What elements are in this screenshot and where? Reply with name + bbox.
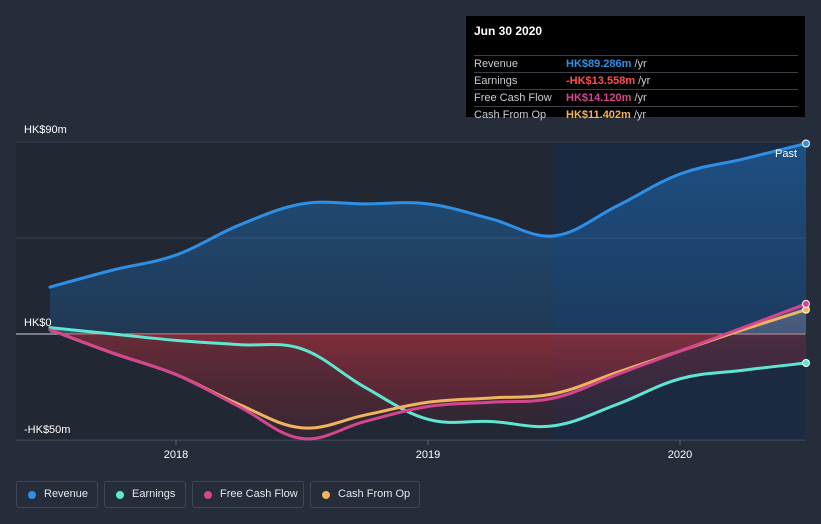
legend-label: Earnings <box>132 488 176 500</box>
y-tick-label: -HK$50m <box>24 424 70 436</box>
tooltip-label: Cash From Op <box>474 109 547 121</box>
legend-item-cash-from-op[interactable]: Cash From Op <box>310 481 420 508</box>
tooltip-label: Earnings <box>474 75 518 87</box>
legend-label: Revenue <box>44 488 89 500</box>
area-cash-from-op-negative <box>50 334 806 429</box>
series-line-revenue <box>48 141 808 289</box>
legend-label: Free Cash Flow <box>220 488 298 500</box>
tooltip-value: HK$14.120m/yr <box>566 92 647 104</box>
endpoint-free-cash-flow <box>802 299 810 308</box>
tooltip-row-earnings: Earnings -HK$13.558m/yr <box>474 72 798 90</box>
tooltip: Jun 30 2020 Revenue HK$89.286m/yr Earnin… <box>466 16 805 121</box>
past-label: Past <box>775 148 797 160</box>
tooltip-date: Jun 30 2020 <box>474 24 543 38</box>
y-tick-label: HK$90m <box>24 124 67 136</box>
axes: HK$90m HK$0 -HK$50m 2018 2019 2020 Past <box>24 124 797 461</box>
legend-item-earnings[interactable]: Earnings <box>104 481 186 508</box>
tooltip-value: HK$11.402m/yr <box>566 109 647 121</box>
x-tick-label: 2018 <box>164 449 188 461</box>
legend-item-revenue[interactable]: Revenue <box>16 481 98 508</box>
tooltip-label: Revenue <box>474 58 519 70</box>
endpoint-revenue <box>802 139 810 148</box>
tooltip-row-cash-from-op: Cash From Op HK$11.402m/yr <box>474 106 798 124</box>
series-line-free-cash-flow <box>48 302 808 441</box>
legend-item-free-cash-flow[interactable]: Free Cash Flow <box>192 481 304 508</box>
tooltip-value: HK$89.286m/yr <box>566 58 647 70</box>
tooltip-row-free-cash-flow: Free Cash Flow HK$14.120m/yr <box>474 89 798 107</box>
endpoint-earnings <box>802 359 810 368</box>
legend-dot-icon <box>28 491 36 499</box>
tooltip-label: Free Cash Flow <box>474 92 552 104</box>
endpoints <box>802 139 810 368</box>
tooltip-row-revenue: Revenue HK$89.286m/yr <box>474 55 798 73</box>
y-tick-label: HK$0 <box>24 317 52 329</box>
series-line-earnings <box>48 326 808 429</box>
legend-dot-icon <box>116 491 124 499</box>
x-tick-label: 2019 <box>416 449 440 461</box>
legend-dot-icon <box>322 491 330 499</box>
tooltip-value: -HK$13.558m/yr <box>566 75 651 87</box>
x-tick-label: 2020 <box>668 449 692 461</box>
area-revenue <box>50 143 806 334</box>
legend-label: Cash From Op <box>338 488 411 500</box>
series-lines <box>48 141 808 441</box>
legend-dot-icon <box>204 491 212 499</box>
